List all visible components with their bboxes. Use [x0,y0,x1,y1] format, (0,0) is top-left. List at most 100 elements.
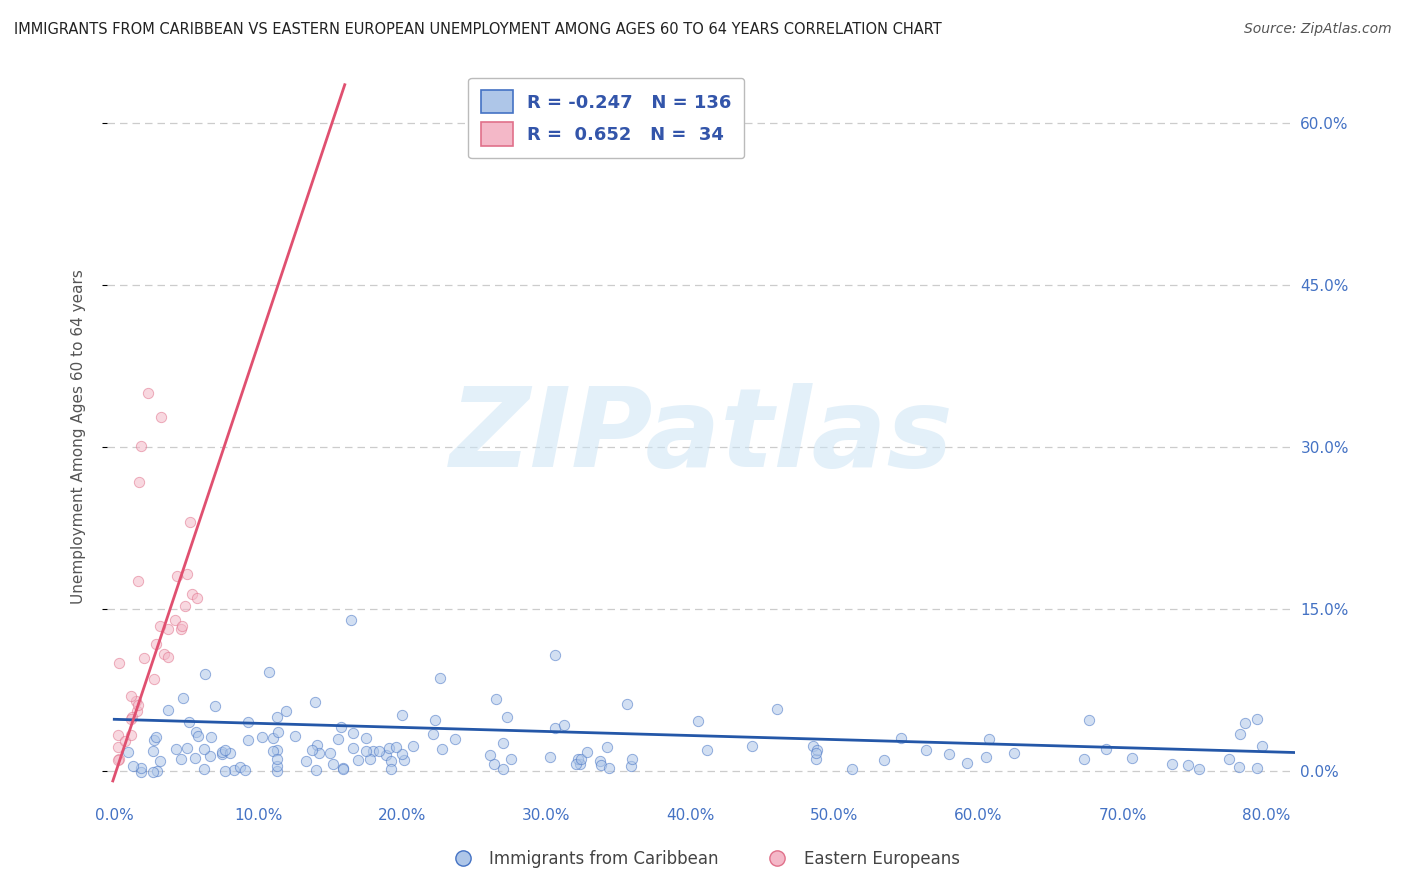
Point [184,725,207,739]
Point [262,744,284,758]
Point [588,755,610,769]
Point [128,475,150,490]
Point [363,744,385,758]
Point [322,756,344,771]
Point [544,648,567,663]
Point [569,752,592,766]
Point [305,763,328,777]
Point [229,760,252,774]
Point [332,762,354,776]
Point [915,742,938,756]
Point [304,695,326,709]
Point [430,742,453,756]
Point [801,739,824,753]
Point [741,739,763,753]
Point [183,751,205,765]
Point [806,752,828,766]
Point [176,741,198,756]
Point [375,747,398,762]
Point [266,758,288,772]
Legend: R = -0.247   N = 136, R =  0.652   N =  34: R = -0.247 N = 136, R = 0.652 N = 34 [468,78,745,158]
Point [367,744,389,758]
Point [342,741,364,756]
Point [567,752,589,766]
Point [1218,752,1240,766]
Point [107,753,129,767]
Point [696,743,718,757]
Point [132,650,155,665]
Text: ZIPatlas: ZIPatlas [450,383,953,490]
Point [177,715,200,730]
Point [688,714,710,728]
Point [543,721,565,735]
Point [179,515,201,529]
Point [402,739,425,753]
Point [575,745,598,759]
Legend: Immigrants from Caribbean, Eastern Europeans: Immigrants from Caribbean, Eastern Europ… [440,844,966,875]
Point [200,730,222,744]
Point [429,671,451,685]
Point [143,672,166,686]
Point [176,567,198,582]
Point [266,743,288,757]
Point [328,732,350,747]
Point [222,763,245,777]
Point [145,731,167,745]
Point [107,727,129,741]
Point [938,747,960,761]
Point [492,762,515,776]
Point [145,637,167,651]
Point [1188,763,1211,777]
Point [319,746,342,760]
Point [1233,716,1256,731]
Point [124,694,146,708]
Point [974,749,997,764]
Point [485,691,508,706]
Point [219,746,242,760]
Point [1229,760,1251,774]
Point [157,703,180,717]
Point [142,744,165,758]
Point [1161,756,1184,771]
Point [284,729,307,743]
Point [121,759,143,773]
Point [1121,751,1143,765]
Point [1177,758,1199,772]
Point [377,740,399,755]
Point [620,758,643,772]
Point [170,752,193,766]
Point [150,410,173,425]
Point [307,739,329,753]
Point [394,753,416,767]
Text: IMMIGRANTS FROM CARIBBEAN VS EASTERN EUROPEAN UNEMPLOYMENT AMONG AGES 60 TO 64 Y: IMMIGRANTS FROM CARIBBEAN VS EASTERN EUR… [14,22,942,37]
Point [250,731,273,745]
Point [156,650,179,665]
Point [156,622,179,636]
Point [114,734,136,748]
Point [127,574,149,588]
Point [422,727,444,741]
Point [308,747,330,761]
Point [257,665,280,679]
Point [214,743,236,757]
Point [193,762,215,776]
Point [620,752,643,766]
Point [391,708,413,723]
Point [295,754,318,768]
Point [332,761,354,775]
Point [538,749,561,764]
Point [172,691,194,706]
Point [120,727,142,741]
Point [342,726,364,740]
Point [121,710,143,724]
Point [211,745,233,759]
Point [598,761,620,775]
Point [955,756,977,771]
Point [170,622,193,636]
Point [568,756,591,771]
Point [267,725,290,739]
Point [107,656,129,670]
Point [165,613,187,627]
Point [120,689,142,703]
Point [301,743,323,757]
